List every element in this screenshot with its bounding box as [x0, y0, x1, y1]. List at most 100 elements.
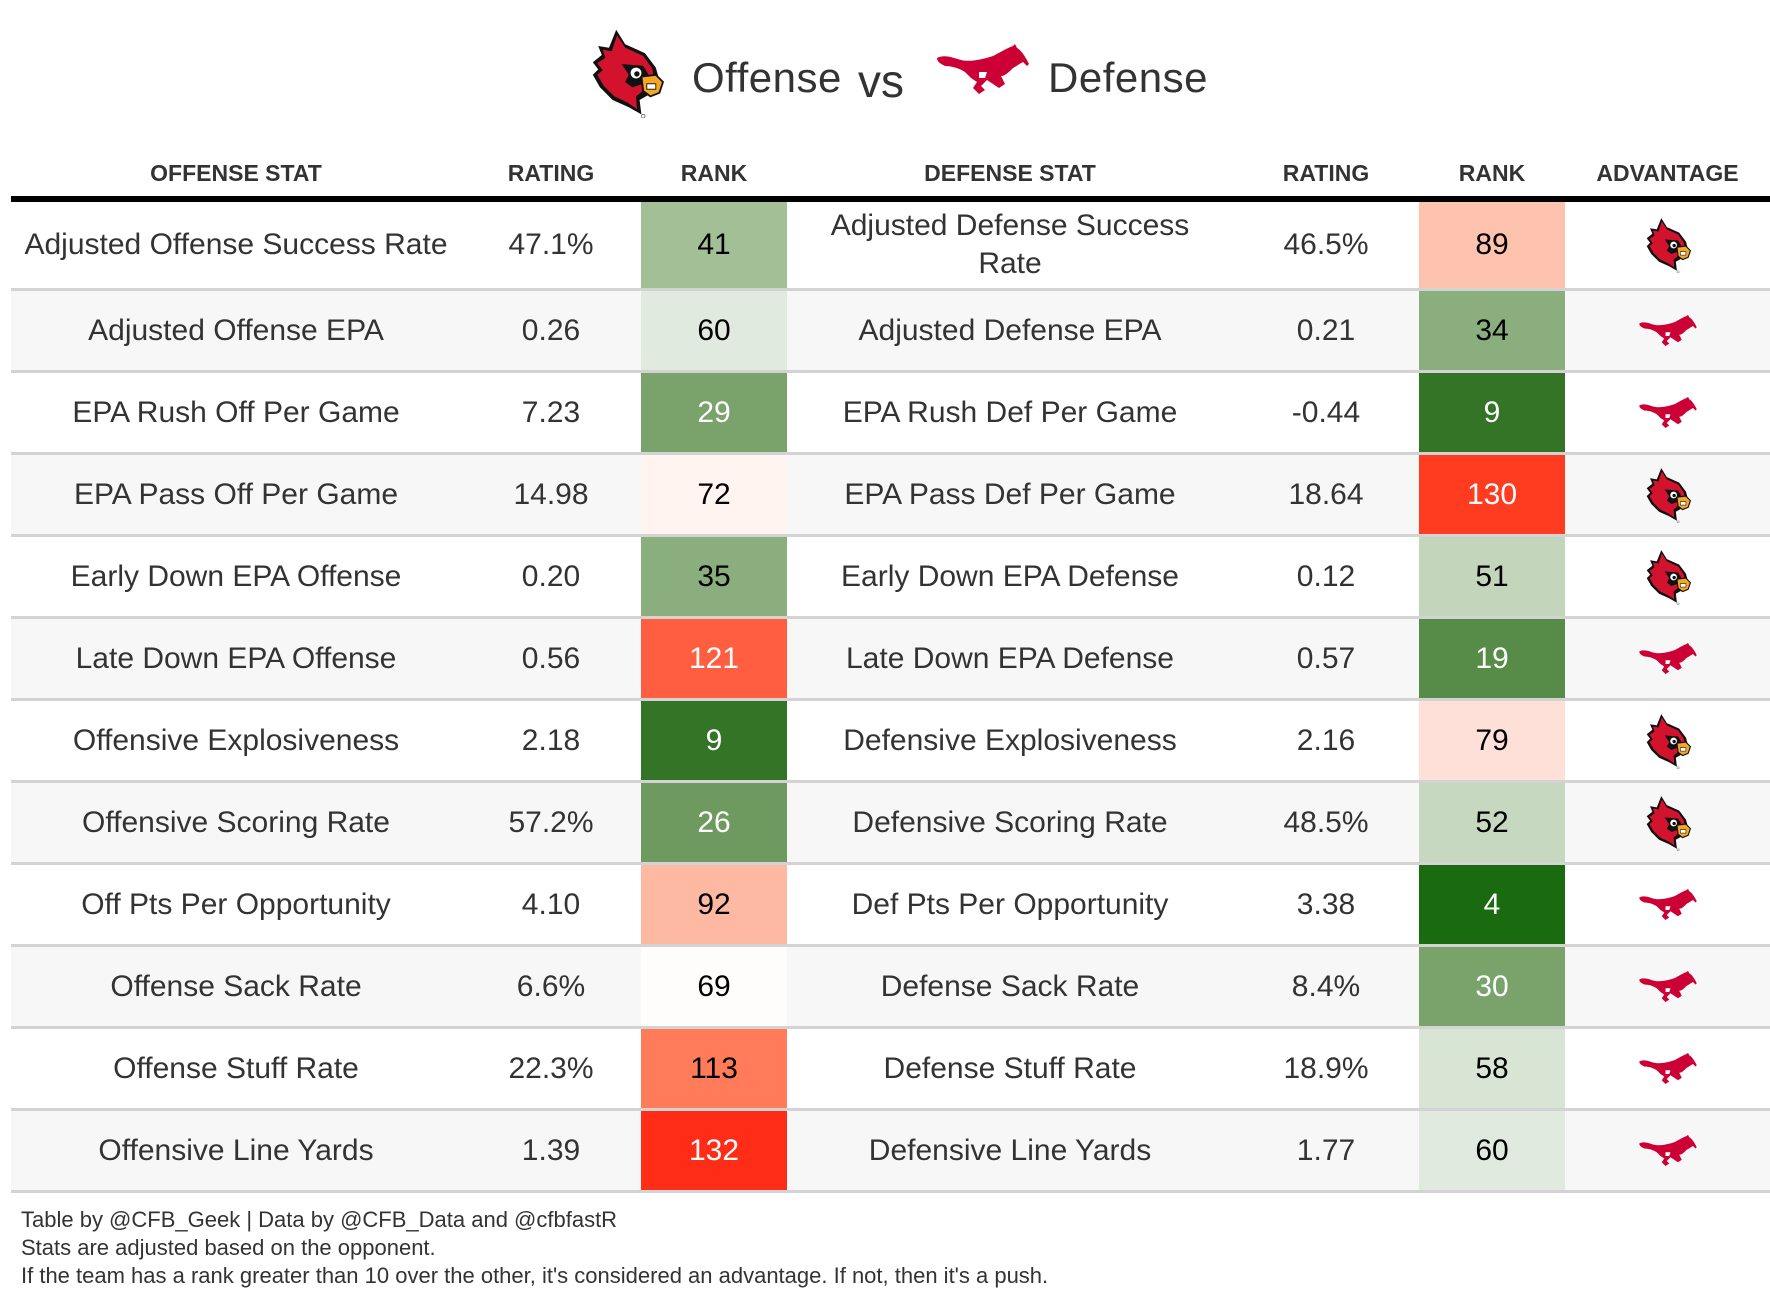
- offense-rank-cell: 113: [641, 1027, 787, 1111]
- defense-stat-cell: Late Down EPA Defense: [787, 617, 1233, 701]
- title-defense-label: Defense: [1048, 54, 1208, 101]
- defense-stat-cell: Defensive Scoring Rate: [787, 781, 1233, 865]
- defense-rank-cell: 34: [1419, 289, 1565, 373]
- footer-advantage-rule: If the team has a rank greater than 10 o…: [21, 1263, 1049, 1288]
- title-bar: Offense vs Defense: [0, 24, 1770, 120]
- footer-credits: Table by @CFB_Geek | Data by @CFB_Data a…: [21, 1207, 618, 1232]
- offense-rank-cell: 132: [641, 1109, 787, 1193]
- defense-rank-cell: 4: [1419, 863, 1565, 947]
- offense-rating-cell: 57.2%: [461, 781, 641, 865]
- offense-stat-cell: Adjusted Offense Success Rate: [11, 199, 461, 291]
- table-row: EPA Rush Off Per Game 7.23 29 EPA Rush Def …: [11, 371, 1770, 455]
- offense-rating-cell: 6.6%: [461, 945, 641, 1029]
- defense-stat-cell: Def Pts Per Opportunity: [787, 863, 1233, 947]
- defense-stat-cell: Defensive Line Yards: [787, 1109, 1233, 1193]
- offense-rank-cell: 92: [641, 863, 787, 947]
- defense-rating-cell: 18.64: [1233, 453, 1419, 537]
- offense-stat-cell: Late Down EPA Offense: [11, 617, 461, 701]
- smu-mustang-logo-icon: [937, 44, 1029, 94]
- offense-stat-cell: Offensive Explosiveness: [11, 699, 461, 783]
- defense-rating-cell: 8.4%: [1233, 945, 1419, 1029]
- defense-stat-cell: Adjusted Defense Success Rate: [787, 199, 1233, 291]
- table-row: Offensive Line Yards 1.39 132 Defensive Lin…: [11, 1109, 1770, 1193]
- offense-stat-cell: Off Pts Per Opportunity: [11, 863, 461, 947]
- table-row: Offensive Explosiveness 2.18 9 Defensive Ex…: [11, 699, 1770, 783]
- table-row: Offense Stuff Rate 22.3% 113 Defense Stuff …: [11, 1027, 1770, 1111]
- offense-stat-cell: Early Down EPA Offense: [11, 535, 461, 619]
- louisville-cardinal-logo-icon: [1645, 713, 1691, 769]
- defense-rank-cell: 52: [1419, 781, 1565, 865]
- defense-stat-cell: Early Down EPA Defense: [787, 535, 1233, 619]
- defense-rating-cell: 0.57: [1233, 617, 1419, 701]
- advantage-cell: [1565, 535, 1770, 619]
- col-header-offense-rank: RANK: [641, 150, 787, 202]
- footer-adjustment-note: Stats are adjusted based on the opponent…: [21, 1235, 436, 1260]
- defense-stat-cell: Defense Sack Rate: [787, 945, 1233, 1029]
- advantage-cell: [1565, 699, 1770, 783]
- defense-rating-cell: 18.9%: [1233, 1027, 1419, 1111]
- advantage-cell: [1565, 945, 1770, 1029]
- offense-rank-cell: 41: [641, 199, 787, 291]
- offense-rank-cell: 72: [641, 453, 787, 537]
- offense-rank-cell: 9: [641, 699, 787, 783]
- smu-mustang-logo-icon: [1638, 396, 1697, 429]
- smu-mustang-logo-icon: [1638, 1052, 1697, 1085]
- table-row: Early Down EPA Offense 0.20 35 Early Down E…: [11, 535, 1770, 619]
- advantage-cell: [1565, 371, 1770, 455]
- advantage-cell: [1565, 199, 1770, 291]
- defense-rank-cell: 9: [1419, 371, 1565, 455]
- defense-rank-cell: 89: [1419, 199, 1565, 291]
- offense-rating-cell: 2.18: [461, 699, 641, 783]
- smu-mustang-logo-icon: [1638, 642, 1697, 675]
- offense-rating-cell: 0.56: [461, 617, 641, 701]
- offense-rating-cell: 22.3%: [461, 1027, 641, 1111]
- defense-rank-cell: 30: [1419, 945, 1565, 1029]
- louisville-cardinal-logo-icon: [1645, 467, 1691, 523]
- offense-rank-cell: 60: [641, 289, 787, 373]
- advantage-cell: [1565, 1109, 1770, 1193]
- smu-mustang-logo-icon: [1638, 888, 1697, 921]
- title-vs-label: vs: [858, 55, 904, 107]
- offense-stat-cell: Offensive Scoring Rate: [11, 781, 461, 865]
- table-row: Adjusted Offense EPA 0.26 60 Adjusted Defen…: [11, 289, 1770, 373]
- defense-rank-cell: 51: [1419, 535, 1565, 619]
- smu-mustang-logo-icon: [1638, 1134, 1697, 1167]
- title-offense-label: Offense: [692, 54, 842, 101]
- smu-mustang-logo-icon: [1638, 314, 1697, 347]
- table-row: EPA Pass Off Per Game 14.98 72 EPA Pass Def…: [11, 453, 1770, 537]
- defense-stat-cell: Defensive Explosiveness: [787, 699, 1233, 783]
- col-header-defense-rank: RANK: [1419, 150, 1565, 202]
- defense-rating-cell: 46.5%: [1233, 199, 1419, 291]
- offense-stat-cell: EPA Rush Off Per Game: [11, 371, 461, 455]
- matchup-table: OFFENSE STAT RATING RANK DEFENSE STAT RA…: [11, 150, 1770, 1193]
- advantage-cell: [1565, 453, 1770, 537]
- offense-rank-cell: 69: [641, 945, 787, 1029]
- offense-rating-cell: 14.98: [461, 453, 641, 537]
- offense-rank-cell: 121: [641, 617, 787, 701]
- table-row: Adjusted Offense Success Rate 47.1% 41 Adju…: [11, 199, 1770, 291]
- defense-rating-cell: 48.5%: [1233, 781, 1419, 865]
- offense-stat-cell: Offensive Line Yards: [11, 1109, 461, 1193]
- defense-stat-cell: EPA Pass Def Per Game: [787, 453, 1233, 537]
- louisville-cardinal-logo-icon: [591, 28, 664, 118]
- defense-rating-cell: 0.12: [1233, 535, 1419, 619]
- offense-stat-cell: EPA Pass Off Per Game: [11, 453, 461, 537]
- col-header-offense-stat: OFFENSE STAT: [11, 150, 461, 202]
- defense-rank-cell: 130: [1419, 453, 1565, 537]
- col-header-defense-rating: RATING: [1233, 150, 1419, 202]
- advantage-cell: [1565, 781, 1770, 865]
- offense-rating-cell: 47.1%: [461, 199, 641, 291]
- offense-rating-cell: 0.26: [461, 289, 641, 373]
- table-row: Offensive Scoring Rate 57.2% 26 Defensive S…: [11, 781, 1770, 865]
- table-row: Late Down EPA Offense 0.56 121 Late Down EP…: [11, 617, 1770, 701]
- col-header-advantage: ADVANTAGE: [1565, 150, 1770, 202]
- offense-stat-cell: Adjusted Offense EPA: [11, 289, 461, 373]
- defense-rating-cell: 0.21: [1233, 289, 1419, 373]
- offense-rating-cell: 4.10: [461, 863, 641, 947]
- smu-mustang-logo-icon: [1638, 970, 1697, 1003]
- louisville-cardinal-logo-icon: [1645, 795, 1691, 851]
- defense-rank-cell: 79: [1419, 699, 1565, 783]
- advantage-cell: [1565, 863, 1770, 947]
- offense-rating-cell: 7.23: [461, 371, 641, 455]
- defense-stat-cell: EPA Rush Def Per Game: [787, 371, 1233, 455]
